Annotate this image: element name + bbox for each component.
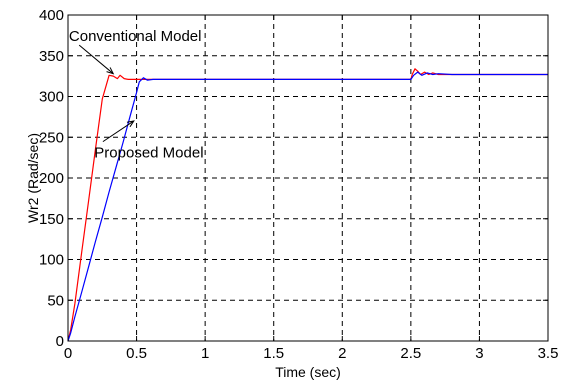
y-tick-label: 200 [39,170,64,187]
y-tick-label: 50 [47,292,64,309]
annotation-arrow-head [126,120,135,128]
annotation-label: Proposed Model [94,145,203,162]
tick-labels: 0 0.5 1 1.5 2 2.5 3 3.5 0 50 100 150 200 250 300 350 400 [39,7,558,362]
x-tick-label: 2 [338,345,346,362]
grid [68,15,548,341]
series-layer [67,68,548,342]
y-axis-title: Wr2 (Rad/sec) [25,133,41,223]
annotation-label: Conventional Model [69,28,202,45]
series-line-blue [67,71,548,342]
y-tick-label: 300 [39,89,64,106]
x-tick-label: 3.5 [538,345,559,362]
x-tick-label: 0.5 [126,345,147,362]
x-tick-label: 1.5 [263,345,284,362]
y-tick-label: 400 [39,7,64,24]
x-axis-title: Time (sec) [275,364,341,380]
x-tick-label: 1 [201,345,209,362]
annotation-arrow-line [102,120,135,143]
x-tick-label: 2.5 [400,345,421,362]
y-tick-label: 100 [39,252,64,269]
y-tick-label: 0 [56,333,64,350]
annotation-arrow-line [78,44,114,75]
ticks [67,14,549,342]
annotation-arrow-head [106,67,115,75]
y-tick-label: 150 [39,211,64,228]
y-tick-label: 350 [39,48,64,65]
annotations: Conventional Model Proposed Model [69,28,204,162]
x-tick-label: 0 [64,345,72,362]
y-tick-label: 250 [39,129,64,146]
x-tick-label: 3 [475,345,483,362]
